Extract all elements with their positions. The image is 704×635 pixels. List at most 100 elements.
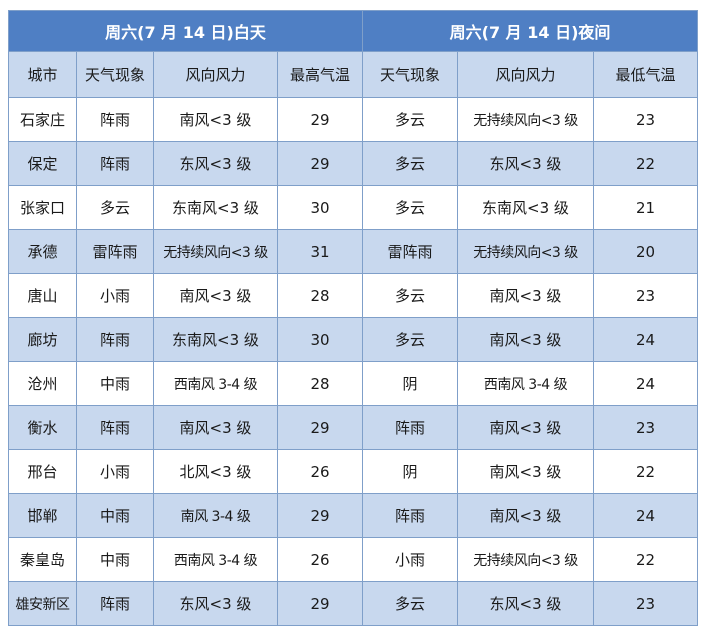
table-row: 承德 雷阵雨 无持续风向<3 级 31 雷阵雨 无持续风向<3 级 20 (8, 229, 699, 274)
high-temp-cell: 26 (277, 537, 363, 582)
night-weather-cell: 阴 (362, 449, 458, 494)
table-row: 秦皇岛 中雨 西南风 3-4 级 26 小雨 无持续风向<3 级 22 (8, 537, 699, 582)
night-weather-cell: 雷阵雨 (362, 229, 458, 274)
table-row: 石家庄 阵雨 南风<3 级 29 多云 无持续风向<3 级 23 (8, 97, 699, 142)
night-weather-cell: 多云 (362, 97, 458, 142)
night-weather-cell: 阵雨 (362, 405, 458, 450)
high-temp-cell: 28 (277, 273, 363, 318)
high-temp-cell: 26 (277, 449, 363, 494)
city-cell: 保定 (8, 141, 77, 186)
day-wind-cell: 南风<3 级 (153, 97, 278, 142)
city-cell: 承德 (8, 229, 77, 274)
header-low-temp: 最低气温 (592, 51, 699, 98)
night-wind-cell: 无持续风向<3 级 (457, 537, 594, 582)
table-row: 张家口 多云 东南风<3 级 30 多云 东南风<3 级 21 (8, 185, 699, 230)
low-temp-cell: 23 (592, 581, 699, 626)
day-weather-cell: 中雨 (76, 493, 154, 538)
day-wind-cell: 南风<3 级 (153, 273, 278, 318)
table-row: 沧州 中雨 西南风 3-4 级 28 阴西南风 3-4 级 24 (8, 361, 699, 406)
city-cell: 秦皇岛 (8, 537, 77, 582)
city-cell: 唐山 (8, 273, 77, 318)
night-wind-cell: 东风<3 级 (457, 141, 594, 186)
day-weather-cell: 小雨 (76, 449, 154, 494)
forecast-table: 周六(7 月 14 日)白天 周六(7 月 14 日)夜间 城市 天气现象 风向… (8, 10, 699, 626)
header-day-weather: 天气现象 (76, 51, 154, 98)
day-wind-cell: 南风<3 级 (153, 405, 278, 450)
night-wind-cell: 南风<3 级 (457, 405, 594, 450)
day-weather-cell: 阵雨 (76, 141, 154, 186)
table-row: 邢台 小雨 北风<3 级 26 阴南风<3 级 22 (8, 449, 699, 494)
night-wind-cell: 南风<3 级 (457, 273, 594, 318)
day-weather-cell: 阵雨 (76, 97, 154, 142)
day-weather-cell: 中雨 (76, 537, 154, 582)
city-cell: 石家庄 (8, 97, 77, 142)
high-temp-cell: 30 (277, 185, 363, 230)
night-wind-cell: 西南风 3-4 级 (457, 361, 594, 406)
high-temp-cell: 30 (277, 317, 363, 362)
forecast-table-container: 周六(7 月 14 日)白天 周六(7 月 14 日)夜间 城市 天气现象 风向… (8, 10, 699, 628)
night-wind-cell: 东南风<3 级 (457, 185, 594, 230)
high-temp-cell: 29 (277, 405, 363, 450)
night-weather-cell: 多云 (362, 317, 458, 362)
day-wind-cell: 东南风<3 级 (153, 317, 278, 362)
night-period-title: 周六(7 月 14 日)夜间 (361, 10, 699, 52)
night-weather-cell: 小雨 (362, 537, 458, 582)
header-city: 城市 (8, 51, 77, 98)
table-row: 唐山 小雨 南风<3 级 28 多云 南风<3 级 23 (8, 273, 699, 318)
low-temp-cell: 22 (592, 449, 699, 494)
column-header-row: 城市 天气现象 风向风力 最高气温 天气现象 风向风力 最低气温 (8, 51, 699, 98)
low-temp-cell: 21 (592, 185, 699, 230)
city-cell: 雄安新区 (8, 581, 77, 626)
night-weather-cell: 多云 (362, 581, 458, 626)
table-row: 雄安新区 阵雨 东风<3 级 29 多云 东风<3 级 23 (8, 581, 699, 626)
night-wind-cell: 无持续风向<3 级 (457, 97, 594, 142)
city-cell: 沧州 (8, 361, 77, 406)
low-temp-cell: 23 (592, 97, 699, 142)
day-wind-cell: 西南风 3-4 级 (153, 361, 278, 406)
night-weather-cell: 多云 (362, 185, 458, 230)
low-temp-cell: 22 (592, 537, 699, 582)
night-weather-cell: 阴 (362, 361, 458, 406)
day-weather-cell: 多云 (76, 185, 154, 230)
table-row: 衡水 阵雨 南风<3 级 29 阵雨 南风<3 级 23 (8, 405, 699, 450)
day-wind-cell: 西南风 3-4 级 (153, 537, 278, 582)
table-row: 保定 阵雨 东风<3 级 29 多云 东风<3 级 22 (8, 141, 699, 186)
day-period-title: 周六(7 月 14 日)白天 (8, 10, 363, 52)
night-wind-cell: 南风<3 级 (457, 493, 594, 538)
header-night-wind: 风向风力 (457, 51, 594, 98)
city-cell: 邢台 (8, 449, 77, 494)
table-row: 邯郸 中雨 南风 3-4 级 29 阵雨 南风<3 级 24 (8, 493, 699, 538)
day-wind-cell: 东风<3 级 (153, 141, 278, 186)
day-wind-cell: 南风 3-4 级 (153, 493, 278, 538)
night-weather-cell: 多云 (362, 141, 458, 186)
night-wind-cell: 无持续风向<3 级 (457, 229, 594, 274)
header-night-weather: 天气现象 (362, 51, 458, 98)
day-wind-cell: 东风<3 级 (153, 581, 278, 626)
night-wind-cell: 南风<3 级 (457, 449, 594, 494)
day-weather-cell: 阵雨 (76, 581, 154, 626)
day-weather-cell: 阵雨 (76, 405, 154, 450)
day-weather-cell: 小雨 (76, 273, 154, 318)
header-high-temp: 最高气温 (277, 51, 363, 98)
high-temp-cell: 31 (277, 229, 363, 274)
day-weather-cell: 雷阵雨 (76, 229, 154, 274)
day-wind-cell: 无持续风向<3 级 (153, 229, 278, 274)
day-weather-cell: 阵雨 (76, 317, 154, 362)
high-temp-cell: 29 (277, 97, 363, 142)
period-title-row: 周六(7 月 14 日)白天 周六(7 月 14 日)夜间 (8, 10, 699, 52)
night-weather-cell: 阵雨 (362, 493, 458, 538)
city-cell: 邯郸 (8, 493, 77, 538)
night-weather-cell: 多云 (362, 273, 458, 318)
night-wind-cell: 南风<3 级 (457, 317, 594, 362)
low-temp-cell: 24 (592, 361, 699, 406)
low-temp-cell: 20 (592, 229, 699, 274)
night-wind-cell: 东风<3 级 (457, 581, 594, 626)
header-day-wind: 风向风力 (153, 51, 278, 98)
day-wind-cell: 东南风<3 级 (153, 185, 278, 230)
low-temp-cell: 24 (592, 493, 699, 538)
high-temp-cell: 28 (277, 361, 363, 406)
day-weather-cell: 中雨 (76, 361, 154, 406)
low-temp-cell: 24 (592, 317, 699, 362)
day-wind-cell: 北风<3 级 (153, 449, 278, 494)
city-cell: 张家口 (8, 185, 77, 230)
